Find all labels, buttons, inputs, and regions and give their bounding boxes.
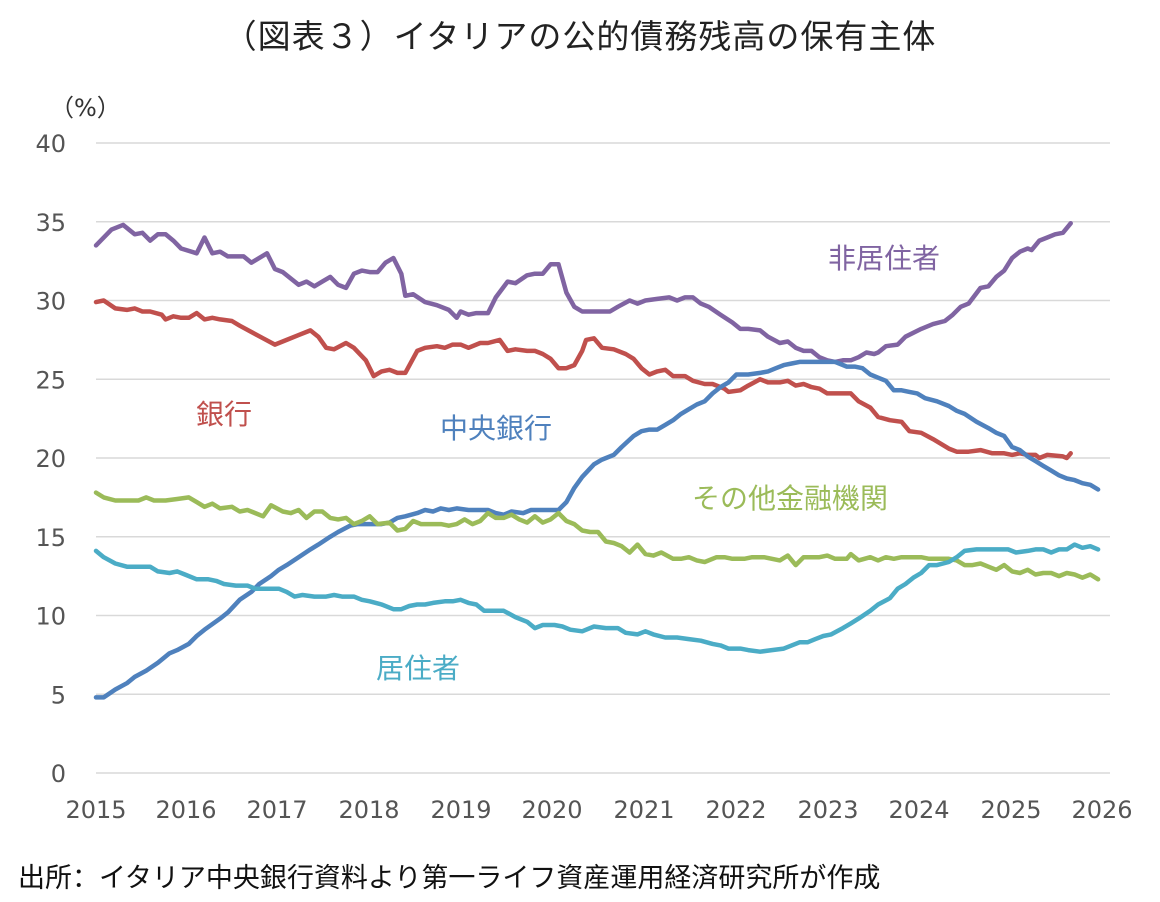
series-line-banks bbox=[93, 298, 1073, 461]
y-tick-label: 35 bbox=[35, 209, 66, 237]
x-axis-ticks: 2015 2016 2017 2018 2019 2020 2021 2022 2023 2024… bbox=[65, 796, 1132, 824]
y-tick-label: 30 bbox=[35, 288, 66, 316]
y-tick-label: 5 bbox=[51, 681, 66, 709]
x-tick-label: 2024 bbox=[888, 796, 949, 824]
y-tick-label: 0 bbox=[51, 760, 66, 788]
x-tick-label: 2021 bbox=[613, 796, 674, 824]
series-label-non-residents: 非居住者 bbox=[828, 242, 940, 275]
x-tick-label: 2018 bbox=[338, 796, 399, 824]
x-tick-label: 2016 bbox=[155, 796, 216, 824]
x-tick-label: 2023 bbox=[797, 796, 858, 824]
series-line-residents bbox=[93, 542, 1101, 654]
series-line-central-bank bbox=[93, 359, 1101, 700]
x-tick-label: 2015 bbox=[65, 796, 126, 824]
source-note: 出所：イタリア中央銀行資料より第一ライフ資産運用経済研究所が作成 bbox=[18, 863, 881, 894]
y-axis-ticks: 0 5 10 15 20 25 30 35 40 bbox=[35, 130, 66, 788]
series-label-residents: 居住者 bbox=[376, 652, 460, 685]
gridlines bbox=[96, 142, 1110, 774]
x-tick-label: 2022 bbox=[705, 796, 766, 824]
x-tick-label: 2017 bbox=[246, 796, 307, 824]
x-tick-label: 2025 bbox=[980, 796, 1041, 824]
y-tick-label: 10 bbox=[35, 603, 66, 631]
series-label-other-financial: その他金融機関 bbox=[692, 482, 888, 515]
series-line-other-financial bbox=[93, 490, 1101, 582]
y-tick-label: 40 bbox=[35, 130, 66, 158]
y-tick-label: 25 bbox=[35, 366, 66, 394]
y-tick-label: 15 bbox=[35, 524, 66, 552]
series-line-non-residents bbox=[93, 221, 1073, 365]
chart-title: （図表３）イタリアの公的債務残高の保有主体 bbox=[223, 17, 937, 56]
x-tick-label: 2020 bbox=[521, 796, 582, 824]
series-label-banks: 銀行 bbox=[196, 398, 252, 431]
y-tick-label: 20 bbox=[35, 445, 66, 473]
series-lines bbox=[93, 221, 1101, 700]
x-tick-label: 2026 bbox=[1071, 796, 1132, 824]
x-tick-label: 2019 bbox=[430, 796, 491, 824]
y-axis-unit-label: （%） bbox=[50, 94, 121, 122]
series-label-central-bank: 中央銀行 bbox=[440, 412, 552, 445]
